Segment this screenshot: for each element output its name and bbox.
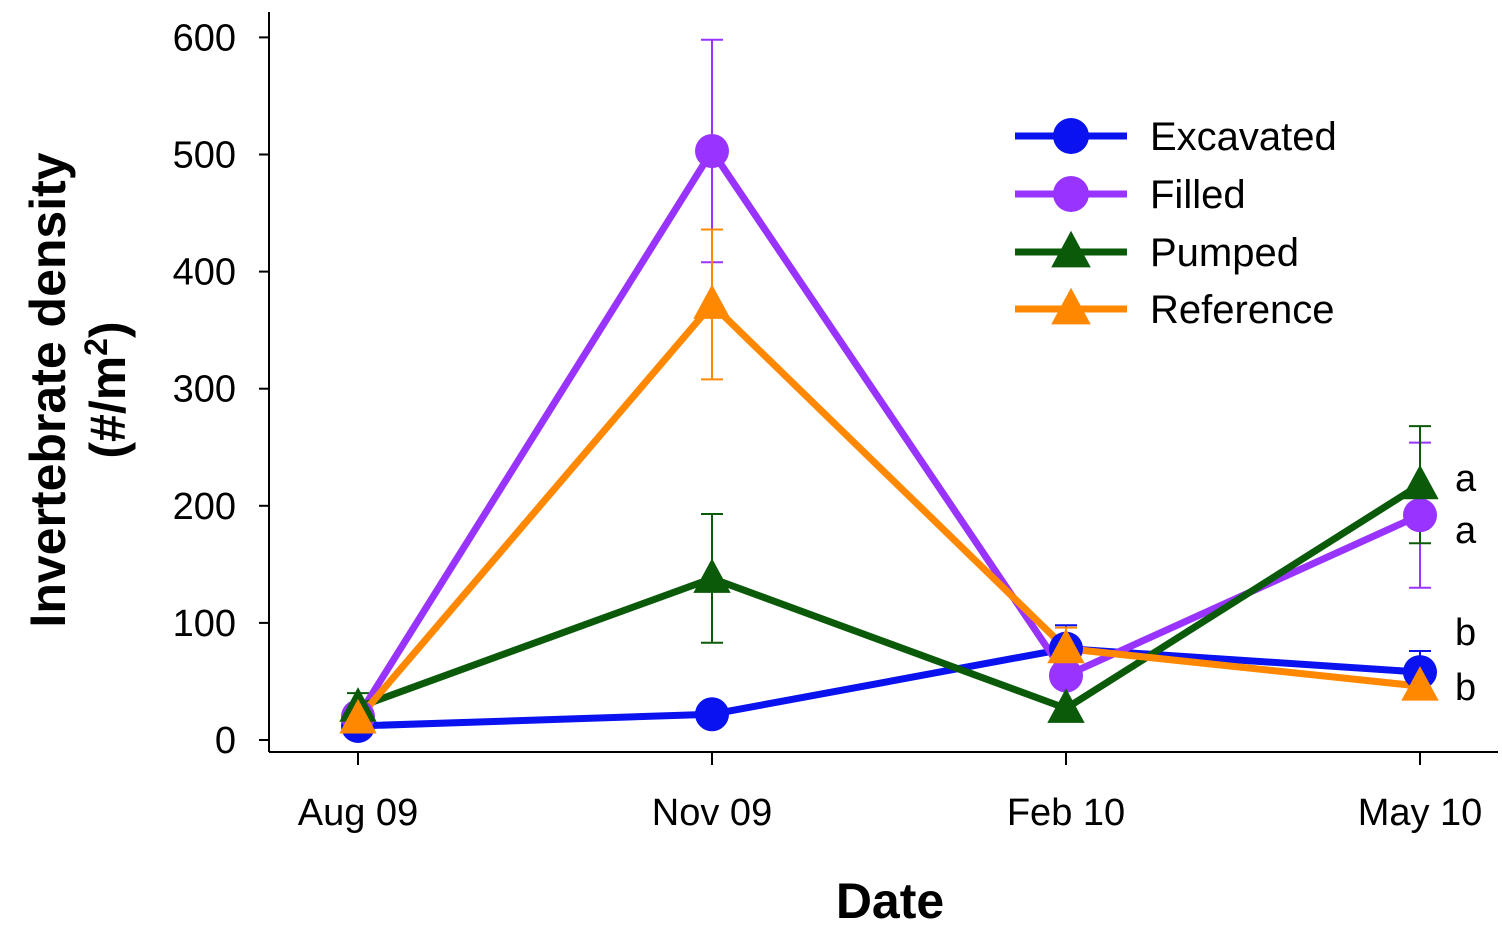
y-tick-label: 400 xyxy=(173,252,236,294)
x-tick-label: Aug 09 xyxy=(298,792,418,834)
pumped-point xyxy=(693,558,731,593)
significance-letter: a xyxy=(1455,458,1477,500)
reference-point xyxy=(339,698,377,734)
y-tick-label: 0 xyxy=(215,720,236,762)
filled-point xyxy=(695,133,729,168)
y-axis-title-line1: Invertebrate density xyxy=(20,152,76,627)
pumped-point xyxy=(1401,464,1439,500)
y-tick-label: 500 xyxy=(173,135,236,177)
annotations: aa bb xyxy=(1455,458,1477,709)
y-axis-title-sup: 2 xyxy=(78,338,114,356)
legend-label-reference: Reference xyxy=(1150,288,1335,332)
legend-item-pumped: Pumped xyxy=(1015,230,1299,275)
y-tick-label: 200 xyxy=(173,486,236,528)
filled-point xyxy=(1403,498,1437,533)
x-tick-label: Nov 09 xyxy=(652,792,772,834)
legend-marker-filled xyxy=(1053,176,1089,212)
x-axis-title: Date xyxy=(836,873,944,926)
legend-item-filled: Filled xyxy=(1015,173,1246,217)
y-axis-title-post: ) xyxy=(80,321,136,338)
series-lines xyxy=(355,147,1422,730)
y-tick-label: 100 xyxy=(173,603,236,645)
legend-marker-excavated xyxy=(1053,118,1089,154)
reference-line xyxy=(355,300,1421,722)
x-tick-label: May 10 xyxy=(1358,792,1483,834)
pumped-point xyxy=(1047,688,1085,723)
filled-point xyxy=(1049,658,1083,693)
legend-label-excavated: Excavated xyxy=(1150,115,1337,159)
significance-letter: b xyxy=(1455,612,1476,654)
y-axis-title-line2: (#/m2) xyxy=(78,321,136,458)
excavated-point xyxy=(695,697,729,732)
legend-marker-pumped xyxy=(1051,230,1091,268)
x-tick-label: Feb 10 xyxy=(1007,792,1125,834)
y-tick-label: 300 xyxy=(173,369,236,411)
y-axis-title: Invertebrate density (#/m2) xyxy=(20,152,136,627)
reference-point xyxy=(1047,628,1085,664)
pumped-line xyxy=(356,481,1422,712)
significance-letter: a xyxy=(1455,510,1477,552)
legend-marker-reference xyxy=(1051,287,1091,325)
reference-point xyxy=(1401,666,1439,701)
legend-item-reference: Reference xyxy=(1015,287,1335,332)
y-ticks: 0 100 200 300 400 500 600 xyxy=(173,17,269,762)
reference-point xyxy=(693,284,731,319)
axes xyxy=(268,12,1498,753)
series-markers xyxy=(339,133,1439,743)
significance-letter: b xyxy=(1455,667,1476,709)
series-layer xyxy=(339,38,1439,743)
x-ticks: Aug 09 Nov 09 Feb 10 May 10 xyxy=(298,752,1483,834)
legend: Excavated Filled Pumped Reference xyxy=(1015,115,1337,332)
legend-label-filled: Filled xyxy=(1150,173,1246,217)
y-axis-title-pre: (#/m xyxy=(80,356,136,459)
y-tick-label: 600 xyxy=(173,17,236,59)
legend-label-pumped: Pumped xyxy=(1150,231,1299,275)
excavated-line xyxy=(357,645,1421,730)
legend-item-excavated: Excavated xyxy=(1015,115,1337,159)
